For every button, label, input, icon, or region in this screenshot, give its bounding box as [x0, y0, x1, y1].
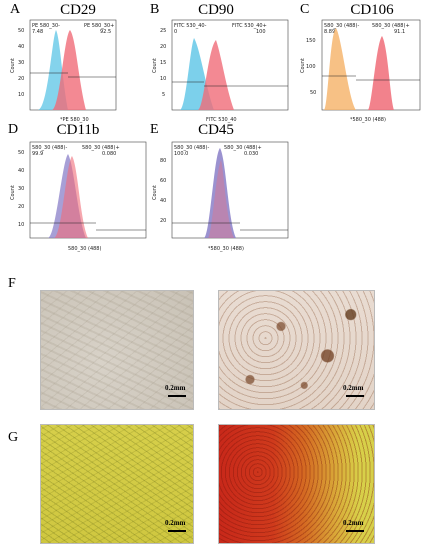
histogram-cd106: 580_30 (488)- 8.89 580_30 (488)+ 91.1 15…: [300, 19, 421, 123]
svg-text:20: 20: [18, 76, 24, 82]
gate-right-value: 0.080: [102, 151, 116, 157]
isotype-peak: [204, 148, 236, 238]
svg-text:50: 50: [310, 90, 316, 96]
svg-text:20: 20: [160, 218, 166, 224]
scale-bar: [346, 395, 364, 397]
gate-left-value: 7.48: [32, 29, 43, 35]
gate-right-value: 100: [256, 29, 266, 35]
panel-letter-b: B: [150, 2, 160, 17]
histogram-cd45: 580_30 (488)- 100.0 580_30 (488)+ 0.030 …: [152, 141, 289, 252]
panel-letter-g: G: [8, 430, 19, 445]
micrograph-g-right: [218, 424, 375, 544]
y-axis-label: Count: [152, 185, 158, 200]
svg-text:10: 10: [18, 222, 24, 228]
positive-peak: [54, 156, 88, 238]
x-axis-label: 580_30 (488): [68, 246, 101, 252]
gate-left-label: 580_30 (488)-: [174, 145, 209, 151]
gate-left-value: 99.9: [32, 151, 43, 157]
svg-text:40: 40: [18, 168, 24, 174]
positive-peak: [208, 160, 234, 238]
y-ticks: 80 60 40 20: [160, 158, 166, 224]
svg-text:10: 10: [160, 76, 166, 82]
svg-text:40: 40: [160, 198, 166, 204]
scale-bar: [346, 530, 364, 532]
svg-text:40: 40: [18, 44, 24, 50]
svg-text:15: 15: [160, 60, 166, 66]
scale-label: 0.2mm: [165, 384, 186, 392]
panel-letter-f: F: [8, 276, 16, 291]
svg-text:20: 20: [18, 204, 24, 210]
svg-text:150: 150: [306, 38, 316, 44]
svg-text:30: 30: [18, 60, 24, 66]
y-ticks: 25 20 15 10 5: [160, 28, 166, 98]
panel-title-cd29: CD29: [60, 2, 96, 18]
svg-text:60: 60: [160, 178, 166, 184]
gate-right-label: PE 580_30+: [84, 23, 114, 29]
panel-title-cd90: CD90: [198, 2, 234, 18]
svg-text:25: 25: [160, 28, 166, 34]
panel-letter-c: C: [300, 2, 310, 17]
scale-label: 0.2mm: [343, 519, 364, 527]
micrograph-f-left: [40, 290, 194, 410]
y-axis-label: Count: [10, 185, 16, 200]
svg-text:50: 50: [18, 150, 24, 156]
gate-left-label: 580_30 (488)-: [32, 145, 67, 151]
svg-text:10: 10: [18, 92, 24, 98]
svg-text:80: 80: [160, 158, 166, 164]
gate-left-value: 100.0: [174, 151, 188, 157]
scale-label: 0.2mm: [343, 384, 364, 392]
gate-left-label: FITC 530_40-: [174, 23, 207, 29]
gate-right-label: 580_30 (488)+: [82, 145, 120, 151]
svg-text:100: 100: [306, 64, 316, 70]
histogram-cd90: FITC 530_40- 0 FITC 530_40+ 100 25 20 15…: [152, 19, 289, 123]
panel-letter-d: D: [8, 122, 19, 137]
gate-left-value: 0: [174, 29, 177, 35]
histogram-cd29: PE 580_30- 7.48 PE 580_30+ 92.5 50 40 30…: [10, 19, 117, 123]
positive-peak: [368, 36, 394, 110]
gate-right-value: 92.5: [100, 29, 111, 35]
gate-left-label: 580_30 (488)-: [324, 23, 359, 29]
positive-peak: [198, 40, 234, 110]
scale-label: 0.2mm: [165, 519, 186, 527]
y-axis-label: Count: [300, 58, 306, 73]
y-ticks: 50 40 30 20 10: [18, 28, 24, 98]
y-ticks: 150 100 50: [306, 38, 316, 96]
micrograph-g-left: [40, 424, 194, 544]
x-axis-label: *PE 580_30: [60, 117, 89, 123]
gate-right-label: 580_30 (488)+: [372, 23, 410, 29]
x-axis-label: FITC 530_40: [206, 117, 237, 123]
gate-left-value: 8.89: [324, 29, 335, 35]
scale-bar: [168, 530, 186, 532]
panel-title-cd45: CD45: [198, 122, 234, 138]
panel-title-cd106: CD106: [350, 2, 394, 18]
micrograph-f-right: [218, 290, 375, 410]
control-peak: [324, 28, 356, 110]
svg-text:50: 50: [18, 28, 24, 34]
x-axis-label: *580_30 (488): [208, 246, 244, 252]
y-axis-label: Count: [10, 58, 16, 73]
gate-left-label: PE 580_30-: [32, 23, 60, 29]
gate-right-value: 91.1: [394, 29, 405, 35]
gate-right-value: 0.030: [244, 151, 258, 157]
x-axis-label: *580_30 (488): [350, 117, 386, 123]
svg-text:30: 30: [18, 186, 24, 192]
y-ticks: 50 40 30 20 10: [18, 150, 24, 228]
histogram-cd11b: 580_30 (488)- 99.9 580_30 (488)+ 0.080 5…: [10, 141, 147, 252]
svg-text:5: 5: [162, 92, 165, 98]
scale-bar: [168, 395, 186, 397]
gate-right-label: 580_30 (488)+: [224, 145, 262, 151]
y-axis-label: Count: [152, 58, 158, 73]
gate-right-label: FITC 530_40+: [232, 23, 267, 29]
positive-peak: [52, 30, 86, 110]
svg-text:20: 20: [160, 44, 166, 50]
panel-title-cd11b: CD11b: [56, 122, 100, 138]
panel-letter-a: A: [10, 2, 21, 17]
panel-letter-e: E: [150, 122, 159, 137]
